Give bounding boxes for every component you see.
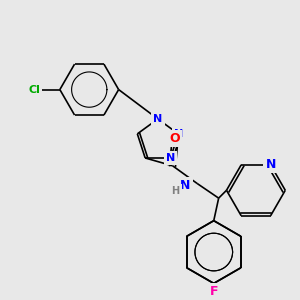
Text: N: N: [266, 158, 276, 171]
Text: H: H: [172, 186, 180, 196]
Text: N: N: [180, 179, 190, 192]
Text: Cl: Cl: [28, 85, 40, 94]
Text: O: O: [169, 132, 180, 145]
Text: F: F: [209, 285, 218, 298]
Text: N: N: [166, 153, 175, 163]
Text: N: N: [153, 114, 163, 124]
Text: N: N: [174, 129, 183, 139]
